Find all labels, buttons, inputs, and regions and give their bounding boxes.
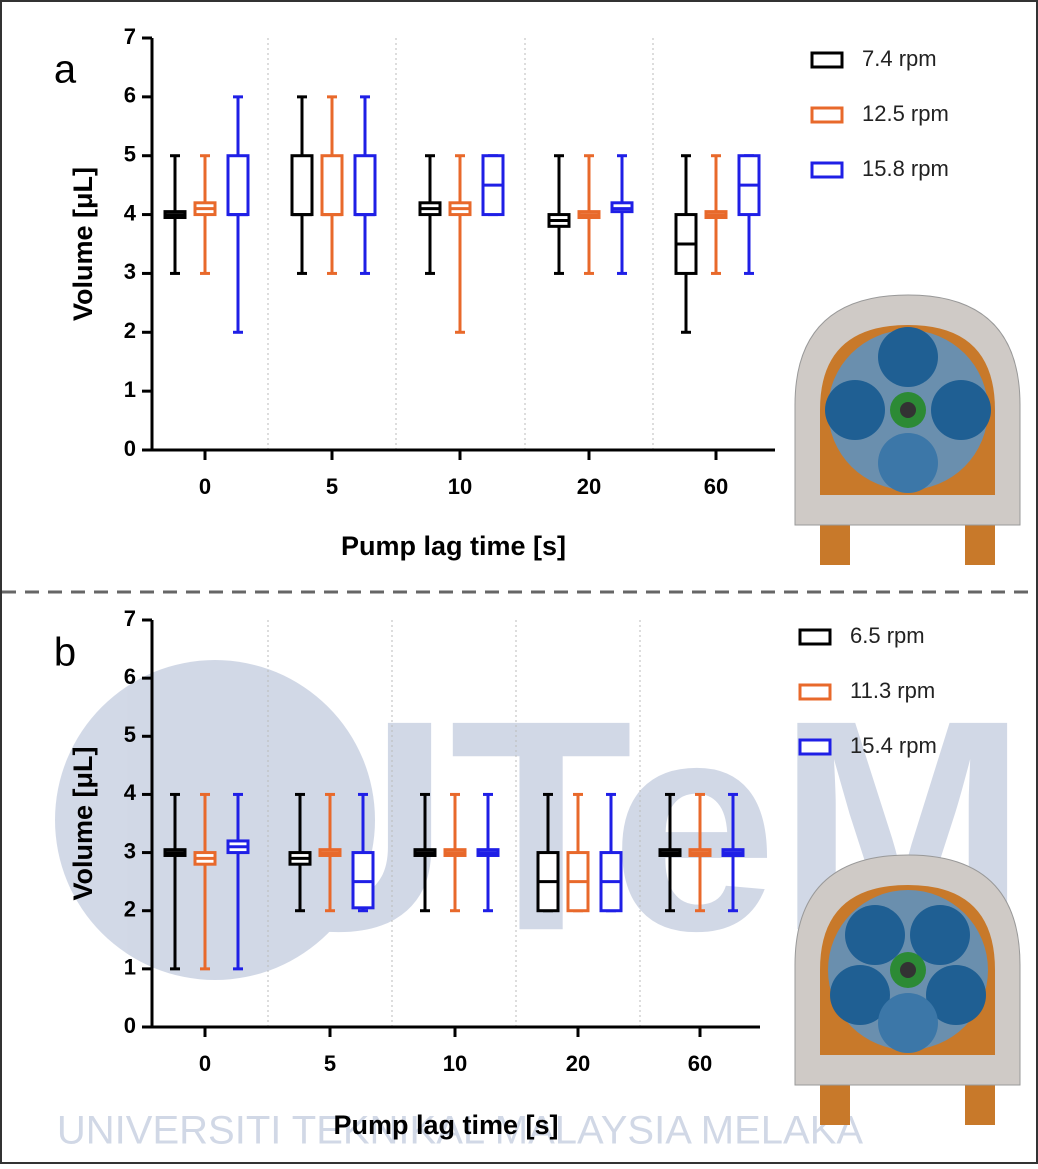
- figure: UTeM UNIVERSITI TEKNIKAL MALAYSIA MELAKA…: [0, 0, 1038, 1164]
- legend-swatch: [800, 630, 830, 644]
- legend-label: 7.4 rpm: [862, 46, 937, 71]
- y-tick-label: 1: [124, 377, 136, 402]
- pump-image: [795, 855, 1020, 1125]
- y-tick-label: 4: [124, 780, 137, 805]
- x-axis-label: Pump lag time [s]: [341, 531, 566, 561]
- y-tick-label: 5: [124, 722, 136, 747]
- y-tick-label: 7: [124, 24, 136, 49]
- y-tick-label: 3: [124, 259, 136, 284]
- box: [322, 156, 342, 215]
- x-tick-label: 0: [199, 1051, 211, 1076]
- legend-swatch: [812, 163, 842, 177]
- y-tick-label: 1: [124, 955, 136, 980]
- legend-label: 12.5 rpm: [862, 101, 949, 126]
- x-tick-label: 10: [443, 1051, 467, 1076]
- legend-label: 11.3 rpm: [850, 678, 935, 703]
- y-tick-label: 0: [124, 436, 136, 461]
- x-tick-label: 5: [324, 1051, 336, 1076]
- x-tick-label: 20: [566, 1051, 590, 1076]
- y-axis-label: Volume [μL]: [68, 746, 98, 900]
- x-axis-label: Pump lag time [s]: [333, 1110, 558, 1140]
- legend-label: 15.4 rpm: [850, 733, 937, 758]
- legend-swatch: [812, 108, 842, 122]
- panel-label: b: [54, 631, 76, 675]
- x-tick-label: 0: [199, 474, 211, 499]
- pump-image: [795, 295, 1020, 565]
- x-tick-label: 60: [704, 474, 728, 499]
- legend-label: 6.5 rpm: [850, 623, 925, 648]
- y-tick-label: 6: [124, 83, 136, 108]
- y-tick-label: 0: [124, 1013, 136, 1038]
- x-tick-label: 5: [326, 474, 338, 499]
- panel-label: a: [54, 48, 77, 92]
- box: [292, 156, 312, 215]
- y-axis-label: Volume [μL]: [68, 167, 98, 321]
- legend-swatch: [812, 53, 842, 67]
- y-tick-label: 2: [124, 318, 136, 343]
- box: [228, 156, 248, 215]
- x-tick-label: 20: [577, 474, 601, 499]
- y-tick-label: 5: [124, 142, 136, 167]
- y-tick-label: 3: [124, 838, 136, 863]
- y-tick-label: 4: [124, 200, 137, 225]
- x-tick-label: 10: [448, 474, 472, 499]
- y-tick-label: 2: [124, 897, 136, 922]
- box: [355, 156, 375, 215]
- y-tick-label: 7: [124, 606, 136, 631]
- legend-swatch: [800, 685, 830, 699]
- y-tick-label: 6: [124, 664, 136, 689]
- legend-label: 15.8 rpm: [862, 156, 949, 181]
- legend-swatch: [800, 740, 830, 754]
- x-tick-label: 60: [688, 1051, 712, 1076]
